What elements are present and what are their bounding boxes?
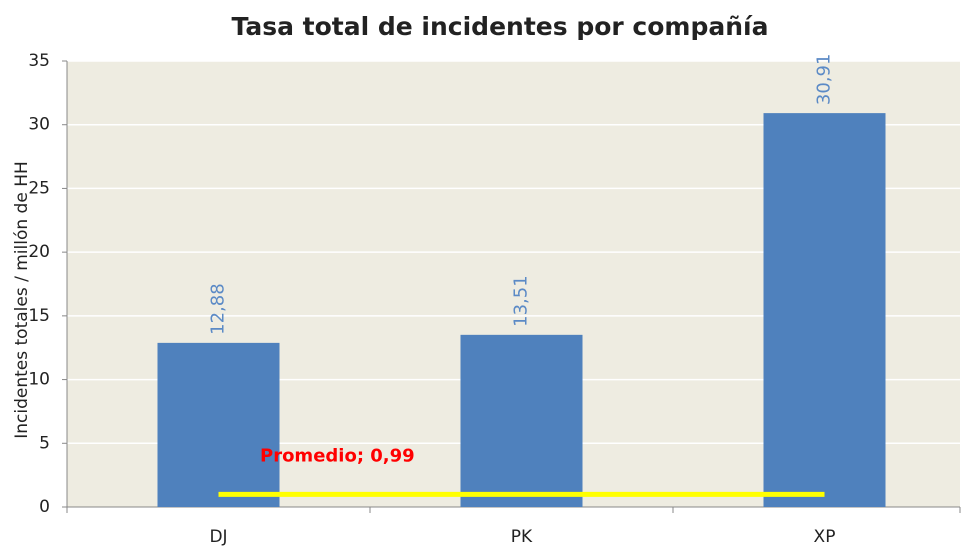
- bar: [460, 334, 583, 507]
- bar: [157, 342, 280, 507]
- value-label: 12,88: [208, 283, 229, 335]
- x-tick-label: XP: [814, 527, 836, 547]
- y-tick-label: 0: [39, 497, 50, 517]
- value-label: 13,51: [511, 275, 532, 327]
- chart-title: Tasa total de incidentes por compañía: [232, 12, 769, 41]
- x-tick-label: DJ: [209, 527, 227, 547]
- y-tick-label: 15: [28, 306, 50, 326]
- y-tick-label: 10: [28, 370, 50, 390]
- y-tick-label: 20: [28, 242, 50, 262]
- y-tick-label: 30: [28, 115, 50, 135]
- value-label: 30,91: [814, 54, 835, 106]
- y-tick-label: 25: [28, 178, 50, 198]
- y-axis-label: Incidentes totales / millón de HH: [12, 161, 32, 439]
- y-tick-label: 5: [39, 433, 50, 453]
- y-tick-label: 35: [28, 51, 50, 71]
- x-tick-label: PK: [511, 527, 533, 547]
- average-label: Promedio; 0,99: [260, 445, 415, 466]
- bar: [763, 113, 886, 507]
